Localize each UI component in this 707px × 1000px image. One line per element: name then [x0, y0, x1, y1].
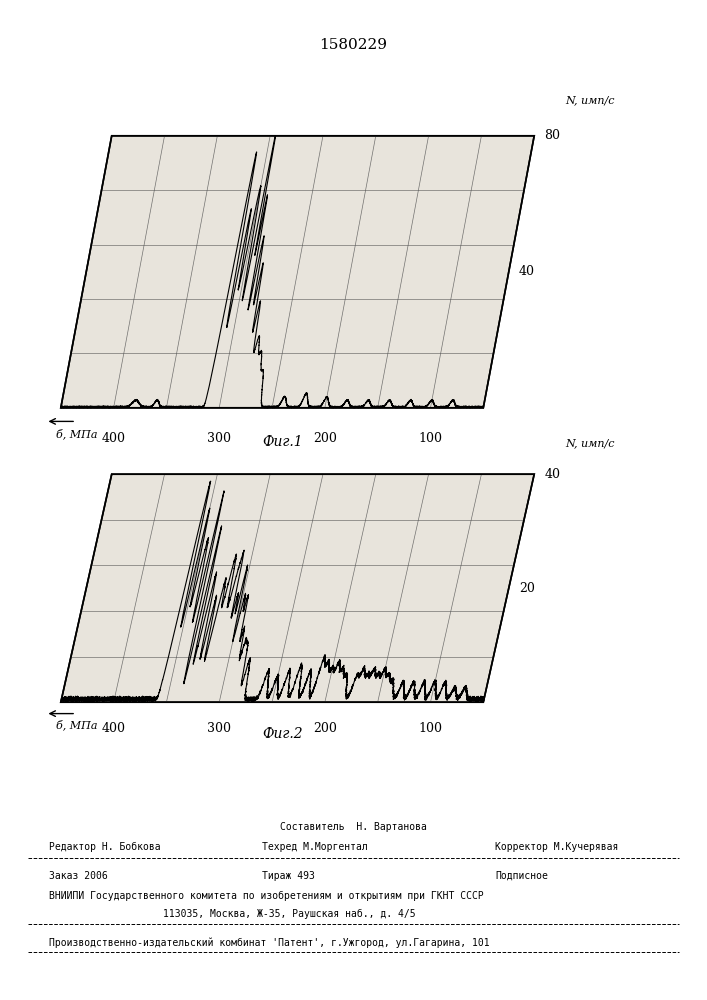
Text: Тираж 493: Тираж 493 — [262, 871, 315, 881]
Text: Фиг.2: Фиг.2 — [262, 727, 303, 741]
Text: 400: 400 — [102, 722, 126, 735]
Text: 80: 80 — [544, 129, 561, 142]
Text: Редактор Н. Бобкова: Редактор Н. Бобкова — [49, 842, 161, 852]
Text: Техред М.Моргентал: Техред М.Моргентал — [262, 842, 368, 852]
Text: 200: 200 — [313, 432, 337, 445]
Text: 113035, Москва, Ж-35, Раушская наб., д. 4/5: 113035, Москва, Ж-35, Раушская наб., д. … — [163, 909, 415, 919]
Text: б, МПа: б, МПа — [56, 719, 97, 730]
Polygon shape — [61, 136, 534, 408]
Text: 300: 300 — [207, 722, 231, 735]
Text: 40: 40 — [519, 265, 535, 278]
Text: 1580229: 1580229 — [320, 38, 387, 52]
Text: 200: 200 — [313, 722, 337, 735]
Text: 20: 20 — [519, 582, 534, 595]
Text: N, имп/с: N, имп/с — [565, 95, 614, 105]
Text: Составитель  Н. Вартанова: Составитель Н. Вартанова — [280, 822, 427, 832]
Text: 300: 300 — [207, 432, 231, 445]
Text: 40: 40 — [544, 468, 561, 481]
Text: б, МПа: б, МПа — [56, 428, 97, 439]
Text: Производственно-издательский комбинат 'Патент', г.Ужгород, ул.Гагарина, 101: Производственно-издательский комбинат 'П… — [49, 937, 490, 948]
Text: ВНИИПИ Государственного комитета по изобретениям и открытиям при ГКНТ СССР: ВНИИПИ Государственного комитета по изоб… — [49, 891, 484, 901]
Text: 400: 400 — [102, 432, 126, 445]
Text: Заказ 2006: Заказ 2006 — [49, 871, 108, 881]
Text: Корректор М.Кучерявая: Корректор М.Кучерявая — [495, 842, 619, 852]
Text: Подписное: Подписное — [495, 871, 548, 881]
Text: 100: 100 — [419, 722, 443, 735]
Text: 100: 100 — [419, 432, 443, 445]
Polygon shape — [61, 474, 534, 702]
Text: Фиг.1: Фиг.1 — [262, 435, 303, 449]
Text: N, имп/с: N, имп/с — [565, 439, 614, 449]
